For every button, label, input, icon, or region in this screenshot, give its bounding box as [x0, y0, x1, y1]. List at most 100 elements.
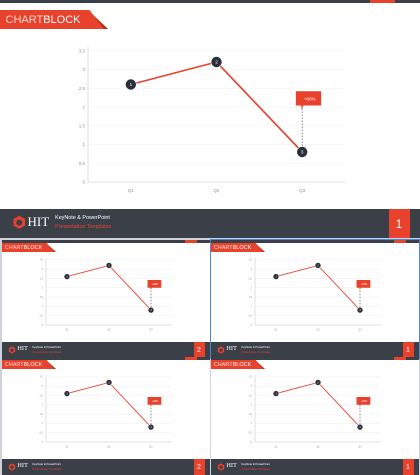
footer-subtitle: Presentation Templates [241, 350, 271, 354]
brand-logo-icon [9, 345, 16, 354]
title-word-block: BLOCK [23, 361, 43, 368]
top-bar [2, 240, 210, 243]
y-tick-label: 0 [251, 441, 253, 444]
x-tick-label: Q2 [107, 328, 111, 331]
x-tick-label: Q2 [316, 328, 320, 331]
x-tick-label: Q1 [65, 328, 69, 331]
slide-thumbnail[interactable]: CHART BLOCK 0 0.5 1 1.5 2 2.5 3 3.5 Q1 Q2 Q3 +60% 1 2 3 H… [2, 240, 210, 358]
top-accent [370, 0, 395, 3]
title-word-chart: CHART [213, 244, 233, 251]
y-tick-label: 3 [251, 385, 253, 388]
top-accent [185, 357, 197, 360]
x-tick-label: Q3 [358, 328, 362, 331]
footer-title: KeyNote & PowerPoint [32, 345, 61, 350]
callout-label: +60% [152, 400, 159, 403]
slide-footer: HIT KeyNote & PowerPoint Presentation Temp… [0, 209, 420, 238]
slide-title: CHART BLOCK [211, 243, 263, 252]
data-point-label: 2 [108, 381, 110, 384]
data-point [63, 390, 71, 397]
callout-label: +60% [152, 283, 159, 286]
callout-flag [147, 396, 162, 408]
data-point-label: 2 [317, 264, 319, 267]
x-tick-label: Q1 [128, 188, 135, 193]
title-word-chart: CHART [5, 13, 44, 26]
x-tick-label: Q1 [65, 445, 69, 448]
x-tick-label: Q3 [149, 445, 153, 448]
brand-logo-icon [218, 345, 225, 354]
y-tick-label: 0.5 [40, 315, 44, 318]
y-tick-label: 1.5 [40, 413, 44, 416]
footer-title: KeyNote & PowerPoint [55, 214, 110, 221]
data-point-label: 1 [275, 392, 277, 395]
footer-subtitle: Presentation Templates [241, 467, 271, 471]
line-chart: 0 0.5 1 1.5 2 2.5 3 3.5 Q1 Q2 Q3 +60% 1 2 3 [249, 375, 381, 448]
data-point [147, 423, 155, 431]
data-point [356, 306, 364, 314]
top-bar [2, 357, 210, 360]
y-tick-label: 1.5 [249, 413, 253, 416]
slide-thumbnail[interactable]: CHART BLOCK 0 0.5 1 1.5 2 2.5 3 3.5 Q1 Q2 Q3 +60% 1 2 3 H… [2, 357, 210, 475]
title-word-block: BLOCK [232, 361, 252, 368]
chart-axes [254, 258, 381, 326]
page-number: 2 [193, 459, 205, 475]
data-point [105, 262, 113, 269]
y-tick-label: 2 [251, 287, 253, 290]
brand-name: HIT [226, 461, 238, 469]
top-accent [185, 240, 197, 243]
y-tick-label: 3 [42, 268, 44, 271]
y-tick-label: 2.5 [79, 86, 86, 91]
data-point [105, 379, 113, 386]
callout-label: +60% [361, 283, 368, 286]
y-tick-label: 0 [42, 441, 44, 444]
x-tick-label: Q2 [213, 188, 220, 193]
top-accent [394, 240, 406, 243]
y-tick-label: 2.5 [40, 277, 44, 280]
slide-footer: HIT KeyNote & PowerPoint Presentation Temp… [211, 342, 419, 358]
callout-flag [356, 279, 371, 291]
y-tick-label: 1.5 [40, 296, 44, 299]
brand-name: HIT [17, 344, 29, 352]
y-tick-label: 3.5 [79, 48, 86, 53]
data-point-label: 1 [66, 392, 68, 395]
data-point [314, 262, 322, 269]
line-chart: 0 0.5 1 1.5 2 2.5 3 3.5 Q1 Q2 Q3 +60% 1 2 3 [40, 258, 172, 331]
y-tick-label: 3.5 [249, 259, 253, 262]
data-point-label: 1 [66, 275, 68, 278]
data-point [272, 390, 280, 397]
main-slide: CHART BLOCK 0 0.5 1 1.5 2 2.5 3 3.5 Q1 Q2 Q3 +60% 1 2 3 H… [0, 0, 420, 238]
title-word-block: BLOCK [232, 244, 252, 251]
x-tick-label: Q1 [274, 445, 278, 448]
callout-flag [147, 279, 162, 291]
slide-thumbnail[interactable]: CHART BLOCK 0 0.5 1 1.5 2 2.5 3 3.5 Q1 Q2 Q3 +60% 1 2 3 H… [210, 239, 420, 359]
y-tick-label: 2.5 [249, 394, 253, 397]
callout-flag [356, 396, 371, 408]
y-tick-label: 1.5 [249, 296, 253, 299]
brand-name: HIT [17, 461, 29, 469]
x-tick-label: Q2 [107, 445, 111, 448]
title-word-chart: CHART [4, 244, 24, 251]
y-tick-label: 0.5 [40, 432, 44, 435]
y-tick-label: 0 [42, 324, 44, 327]
brand-logo-icon [9, 462, 16, 471]
footer-subtitle: Presentation Templates [55, 223, 112, 230]
y-tick-label: 0.5 [249, 315, 253, 318]
data-point [272, 273, 280, 280]
data-point-label: 1 [275, 275, 277, 278]
chart-axes [254, 375, 381, 443]
data-point [210, 56, 223, 68]
y-tick-label: 2 [42, 287, 44, 290]
y-tick-label: 2.5 [249, 277, 253, 280]
y-tick-label: 0.5 [79, 161, 86, 166]
x-tick-label: Q3 [149, 328, 153, 331]
slide-thumbnail[interactable]: CHART BLOCK 0 0.5 1 1.5 2 2.5 3 3.5 Q1 Q2 Q3 +60% 1 2 3 H… [211, 357, 419, 475]
slide-title: CHART BLOCK [2, 243, 54, 252]
line-chart: 0 0.5 1 1.5 2 2.5 3 3.5 Q1 Q2 Q3 +60% 1 2 3 [79, 47, 345, 193]
page-number: 1 [402, 342, 414, 358]
y-tick-label: 3.5 [249, 376, 253, 379]
x-tick-label: Q2 [316, 445, 320, 448]
y-tick-label: 2.5 [40, 394, 44, 397]
x-tick-label: Q3 [299, 188, 306, 193]
footer-title: KeyNote & PowerPoint [32, 462, 61, 467]
y-tick-label: 1 [251, 422, 253, 425]
data-point [296, 146, 308, 158]
